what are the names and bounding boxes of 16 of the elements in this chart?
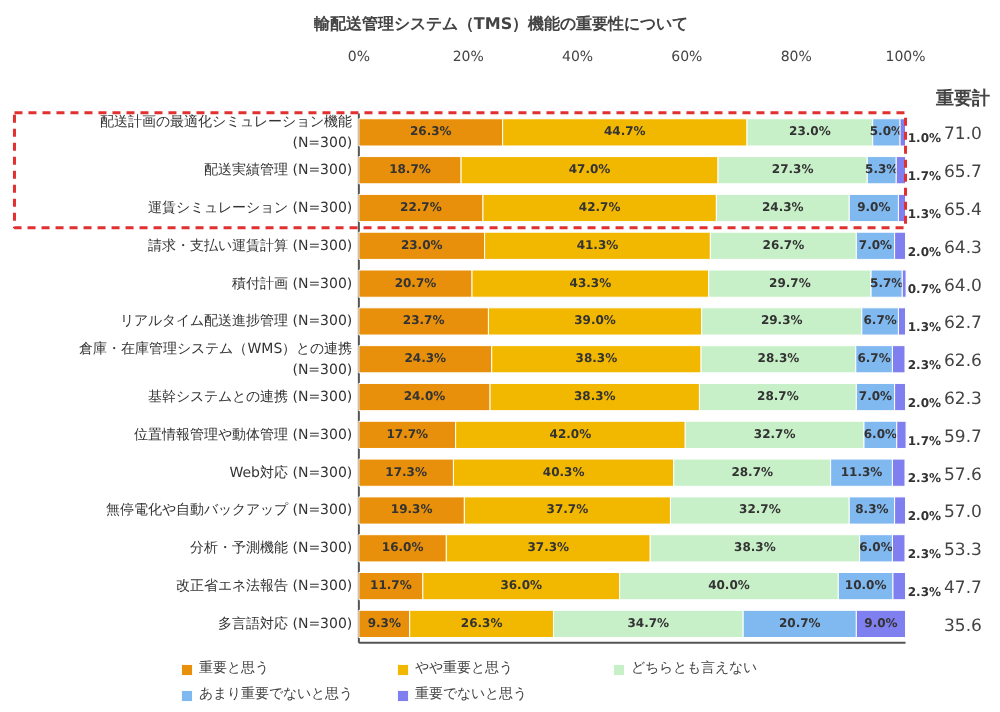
text: 35.6: [944, 616, 982, 637]
text: 47.7: [944, 579, 982, 600]
text: 65.7: [944, 163, 982, 184]
text: 重要計: [933, 88, 990, 111]
text: 59.7: [944, 427, 982, 448]
chart-title: 輸配送管理システム（TMS）機能の重要性について: [311, 15, 689, 33]
text: 65.4: [944, 201, 982, 221]
text: 62.7: [944, 314, 982, 335]
text: 64.0: [944, 276, 982, 297]
text: 62.6: [944, 352, 982, 373]
text: 57.0: [944, 503, 982, 524]
text: 64.3: [944, 238, 982, 259]
text: 71.0: [944, 125, 982, 146]
text: 57.6: [944, 465, 982, 486]
text: 62.3: [944, 390, 982, 411]
text: 53.3: [944, 541, 982, 562]
